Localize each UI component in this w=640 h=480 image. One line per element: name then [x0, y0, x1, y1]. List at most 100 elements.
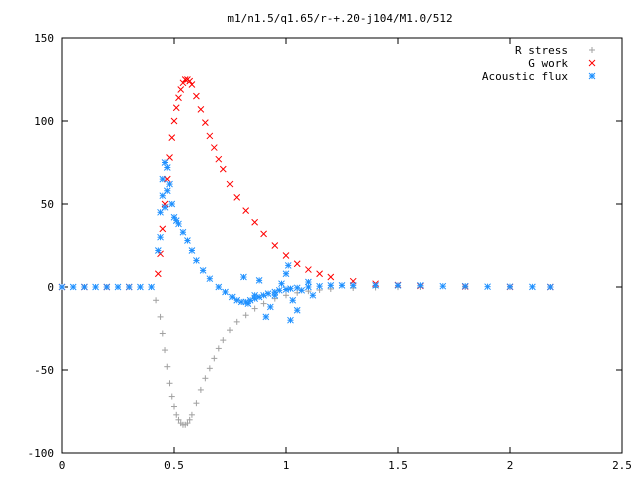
data-point — [202, 375, 209, 382]
data-point — [316, 270, 323, 278]
x-tick-label: 1.5 — [388, 459, 408, 472]
data-point — [233, 194, 241, 201]
data-point — [188, 81, 196, 88]
plot-frame — [61, 37, 623, 454]
data-point — [529, 283, 536, 291]
axis-ticks: 0 0.5 1 1.5 2 2.5 -100 -50 0 50 100 150 — [28, 32, 632, 472]
data-point — [349, 281, 357, 289]
data-point — [327, 273, 335, 281]
legend-label: R stress — [515, 44, 568, 57]
data-point — [546, 283, 554, 291]
data-point — [211, 355, 218, 362]
data-point — [202, 119, 209, 127]
data-point — [177, 86, 185, 93]
data-point — [58, 283, 66, 291]
data-point — [289, 296, 297, 304]
data-point — [154, 270, 162, 278]
data-point — [251, 218, 258, 226]
data-point — [154, 247, 162, 254]
data-point — [327, 281, 335, 289]
data-point — [233, 318, 240, 325]
y-tick-label: 0 — [47, 281, 54, 294]
data-point — [161, 203, 169, 211]
data-point — [282, 270, 290, 278]
legend-marker — [588, 59, 596, 67]
data-point — [305, 278, 312, 286]
data-point — [284, 262, 292, 269]
data-point — [293, 306, 301, 314]
data-point — [210, 144, 218, 151]
data-point — [188, 247, 196, 254]
data-point — [181, 76, 189, 83]
data-point — [506, 283, 514, 291]
series-0 — [59, 284, 554, 428]
legend-label: Acoustic flux — [482, 70, 568, 83]
data-point — [260, 230, 267, 238]
data-point — [484, 283, 491, 291]
data-point — [153, 297, 160, 304]
data-point — [240, 273, 247, 281]
data-point — [168, 200, 176, 208]
data-point — [227, 327, 233, 334]
data-point — [148, 283, 155, 291]
data-point — [92, 283, 99, 291]
data-point — [159, 225, 167, 233]
data-point — [164, 363, 171, 370]
data-point — [264, 290, 272, 297]
y-tick-label: 150 — [34, 32, 54, 45]
data-point — [394, 281, 402, 289]
y-tick-label: -100 — [28, 447, 55, 460]
data-point — [220, 337, 227, 344]
data-point — [166, 180, 173, 188]
data-point — [175, 94, 182, 102]
data-point — [255, 277, 263, 284]
data-point — [171, 403, 177, 410]
data-point — [242, 312, 249, 319]
y-tick-label: -50 — [34, 364, 54, 377]
data-point — [197, 386, 204, 393]
data-point — [266, 303, 274, 311]
data-point — [173, 411, 180, 418]
data-point — [193, 257, 200, 264]
data-point — [193, 92, 200, 100]
data-point — [186, 416, 193, 423]
data-point — [244, 300, 252, 307]
data-point — [226, 180, 234, 188]
data-point — [159, 175, 167, 183]
data-point — [271, 291, 279, 299]
data-point — [137, 283, 144, 291]
data-point — [219, 165, 227, 173]
data-point — [186, 77, 194, 85]
data-point — [338, 281, 346, 289]
data-point — [233, 296, 241, 304]
data-point — [287, 316, 294, 324]
data-point — [188, 411, 195, 418]
data-point — [206, 365, 213, 372]
data-point — [162, 347, 169, 354]
data-point — [125, 283, 133, 291]
data-point — [293, 260, 301, 268]
data-point — [278, 280, 285, 288]
data-point — [260, 300, 267, 307]
data-point — [215, 345, 222, 352]
data-point — [251, 305, 258, 312]
data-point — [283, 292, 289, 299]
data-point — [215, 283, 223, 291]
data-marks — [58, 76, 554, 428]
data-point — [114, 283, 122, 291]
data-point — [69, 283, 77, 291]
data-point — [168, 134, 176, 141]
data-point — [242, 207, 250, 214]
y-tick-label: 100 — [34, 115, 54, 128]
data-point — [175, 220, 182, 228]
data-point — [157, 233, 164, 241]
series-2 — [58, 159, 554, 324]
data-point — [439, 282, 447, 290]
chart-title: m1/n1.5/q1.65/r-+.20-j104/M1.0/512 — [227, 12, 452, 25]
data-point — [262, 313, 270, 321]
data-point — [275, 286, 283, 294]
data-point — [222, 288, 229, 296]
data-point — [298, 286, 306, 294]
x-tick-label: 0.5 — [164, 459, 184, 472]
